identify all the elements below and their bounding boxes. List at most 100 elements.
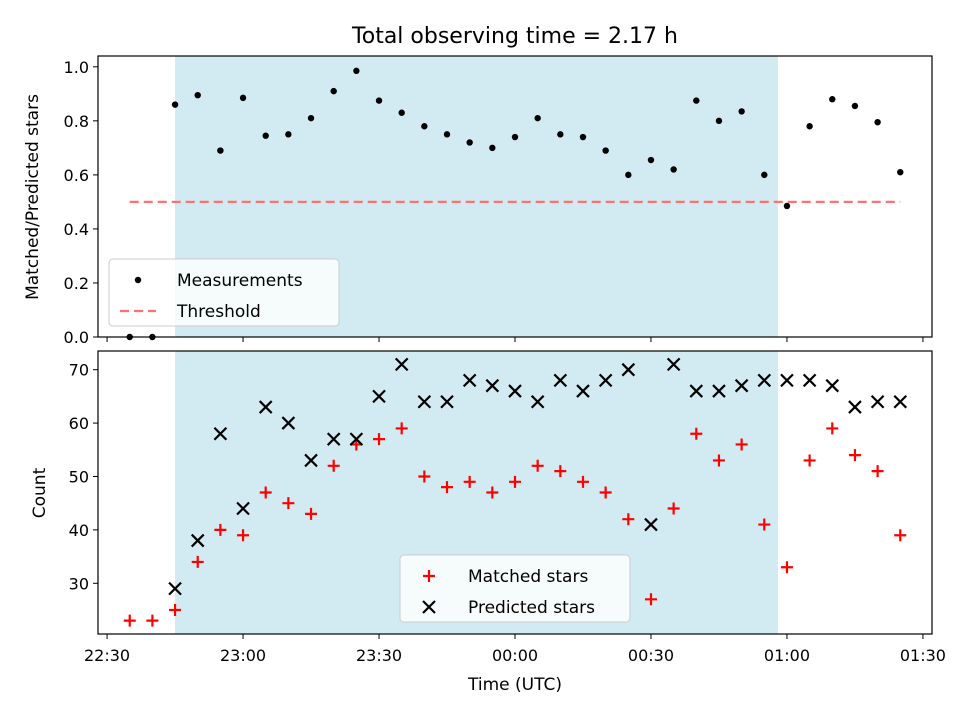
predicted-star-point [485,378,500,393]
measurement-point [262,132,269,139]
predicted-star-point [349,432,364,446]
count-panel: 30 40 50 60 70 22:30 23:00 23:30 00:00 00:30 01:0… [30,350,946,695]
predicted-star-point [644,517,658,532]
matched-star-point [509,475,521,488]
predicted-star-point [258,400,273,414]
measurement-point [579,133,587,141]
measurement-point [171,101,179,108]
matched-star-point [441,481,454,494]
matched-star-point [191,555,204,568]
predicted-star-point [780,373,794,388]
measurement-point [557,131,564,138]
x-tick-label: 22:30 [84,646,130,665]
predicted-star-point [576,384,590,398]
matched-star-point [644,593,657,606]
matched-star-point [735,438,748,451]
legend-box [399,554,631,623]
matched-star-point [259,486,272,499]
measurement-point [239,94,247,102]
predicted-star-point [462,373,477,388]
y-tick-label: 0.6 [64,166,89,185]
legend-dot-swatch [134,276,142,284]
measurement-point [466,139,473,146]
y-tick-label: 30 [69,574,89,593]
ratio-panel: 0.0 0.2 0.4 0.6 0.8 1.0 Matched/Predicted sta… [23,55,933,347]
predicted-star-point [712,384,726,398]
count-legend: Matched stars Predicted stars [399,554,631,623]
legend-label: Measurements [177,271,303,291]
count-panel-frame [97,350,933,635]
measurement-point [783,202,791,210]
measurement-point [738,108,745,115]
matched-star-point [123,614,136,627]
matched-star-point [327,459,340,472]
ratio-panel-frame [97,55,933,338]
y-tick-label: 50 [69,467,89,486]
matched-star-point [871,465,884,478]
matched-star-point [305,507,318,520]
matched-star-point [373,433,386,446]
matched-star-point [690,427,703,440]
x-tick-label: 01:30 [900,646,946,665]
measurement-point [897,168,904,176]
predicted-star-point [553,373,568,388]
predicted-star-point [236,501,250,516]
matched-star-point [803,454,816,467]
predicted-star-point [440,394,454,409]
matched-star-point [576,475,589,488]
x-tick-label: 23:30 [356,646,402,665]
matched-star-point [894,529,907,542]
matched-star-point [712,454,725,467]
measurement-point [715,117,723,125]
measurement-point [511,133,519,141]
legend-plus-swatch [423,570,435,582]
matched-star-point [667,502,680,515]
measurement-point [851,102,859,110]
matched-star-point [237,529,250,542]
legend-label: Threshold [176,302,261,322]
measurement-point [806,123,813,130]
x-axis-label: Time (UTC) [467,675,562,695]
y-tick-label: 0.2 [64,274,89,293]
predicted-star-point [825,378,840,393]
matched-star-point [463,475,476,488]
predicted-star-point [304,453,318,468]
measurement-point [353,67,360,75]
measurement-point [602,147,609,154]
measurement-point [285,131,292,138]
predicted-star-point [870,394,885,409]
legend-label: Predicted stars [468,598,595,618]
y-tick-label: 40 [69,521,89,540]
y-tick-label: 0.8 [64,112,89,131]
measurement-point [375,97,383,104]
y-tick-label: 1.0 [64,58,89,77]
predicted-star-point [281,416,296,430]
legend-box [108,258,340,327]
measurement-point [693,97,700,104]
x-tick-label: 00:30 [628,646,674,665]
predicted-star-point [372,389,386,404]
measurement-point [670,166,677,173]
measurement-point [829,96,836,103]
measurement-point [217,147,224,154]
predicted-star-point [394,357,409,372]
matched-star-point [599,486,612,499]
y-tick-label: 60 [69,414,89,433]
matched-star-point [282,497,295,510]
predicted-star-point [213,426,228,441]
predicted-star-point [530,394,545,409]
predicted-star-point [666,357,681,372]
matched-star-point [780,561,793,574]
predicted-star-point [734,378,749,393]
y-tick-label: 0.4 [64,220,89,239]
measurement-point [874,118,881,126]
matched-star-point [169,603,182,616]
matched-star-point [395,422,408,435]
matched-star-point [531,459,544,472]
predicted-star-point [893,394,908,409]
x-tick-label: 00:00 [492,646,538,665]
predicted-star-point [621,362,636,377]
predicted-star-point [689,384,704,398]
matched-star-point [758,518,771,531]
